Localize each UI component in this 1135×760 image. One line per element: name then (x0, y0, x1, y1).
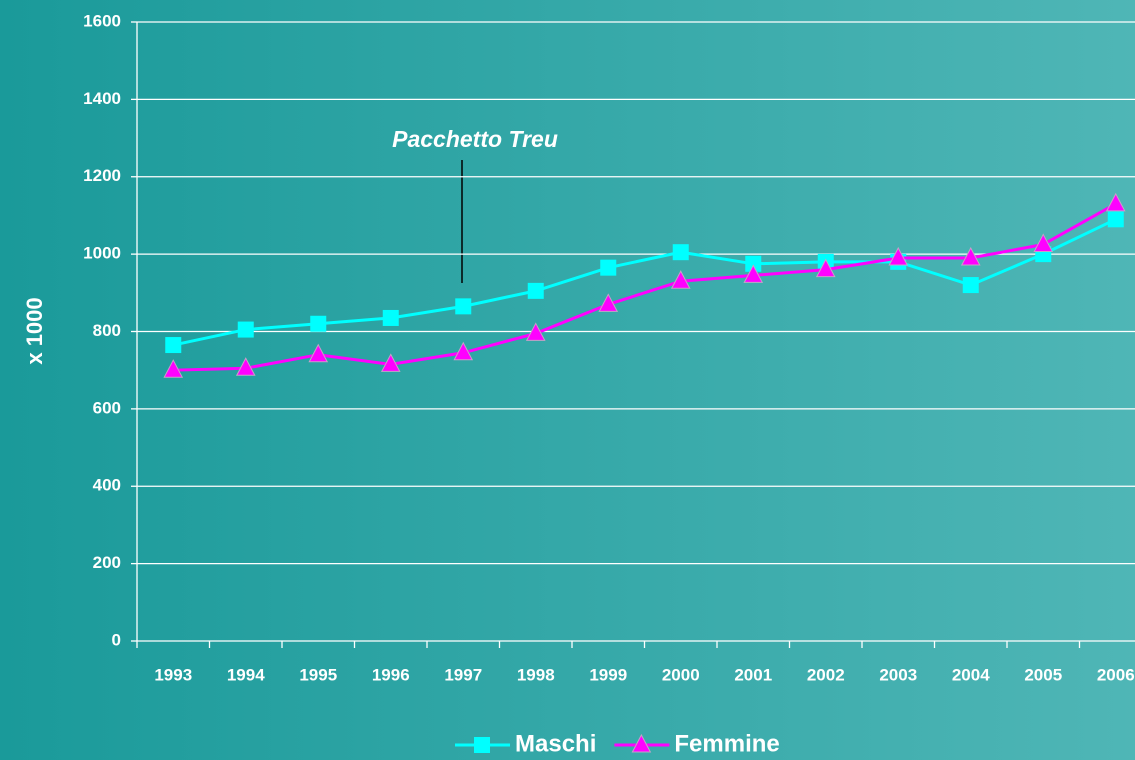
series-line (172, 217, 1117, 347)
x-tick-label: 1999 (589, 665, 627, 684)
marker (474, 737, 490, 753)
y-tick-label: 1200 (83, 166, 121, 185)
x-tick-label: 1997 (444, 665, 482, 684)
marker (960, 246, 981, 266)
x-tick-label: 1998 (517, 665, 555, 684)
marker (631, 733, 652, 753)
legend-label: Maschi (515, 730, 596, 757)
marker (310, 315, 327, 332)
legend-label: Femmine (674, 730, 779, 757)
marker (962, 277, 979, 294)
x-tick-label: 2004 (952, 665, 990, 684)
legend: Maschi Femmine (455, 730, 780, 757)
marker (598, 293, 619, 312)
marker (745, 255, 762, 272)
marker (165, 337, 182, 354)
marker (237, 321, 254, 338)
annotation: Pacchetto Treu (392, 126, 558, 152)
x-tick-label: 1994 (227, 665, 265, 684)
marker (743, 264, 764, 283)
marker (670, 270, 691, 289)
marker (1033, 233, 1054, 252)
series-line (173, 202, 1117, 372)
x-tick-label: 2002 (807, 665, 845, 684)
marker (453, 341, 474, 361)
x-tick-label: 1996 (372, 665, 410, 684)
y-axis-label: x 1000 (22, 297, 47, 364)
x-tick-label: 2006 (1097, 665, 1135, 684)
x-tick-label: 1993 (154, 665, 192, 684)
x-tick-label: 2001 (734, 665, 772, 684)
marker (455, 298, 472, 315)
x-tick-label: 2005 (1024, 665, 1062, 684)
y-tick-label: 200 (93, 553, 121, 572)
y-tick-label: 1400 (83, 89, 121, 108)
marker (600, 259, 617, 276)
marker (1105, 192, 1126, 212)
marker (1107, 211, 1124, 228)
x-tick-label: 2000 (662, 665, 700, 684)
y-tick-label: 600 (93, 398, 121, 417)
marker (235, 357, 256, 376)
y-tick-label: 400 (93, 476, 121, 495)
marker (380, 353, 401, 372)
y-tick-label: 800 (93, 321, 121, 340)
marker (527, 282, 544, 299)
marker (888, 246, 909, 266)
y-tick-label: 0 (112, 630, 121, 649)
y-tick-label: 1600 (83, 11, 121, 30)
y-tick-label: 1000 (83, 244, 121, 263)
marker (815, 258, 836, 278)
x-tick-label: 2003 (879, 665, 917, 684)
marker (308, 343, 329, 363)
marker (163, 359, 184, 378)
marker (382, 309, 399, 326)
marker (525, 322, 546, 341)
marker (672, 244, 689, 261)
x-tick-label: 1995 (299, 665, 337, 684)
